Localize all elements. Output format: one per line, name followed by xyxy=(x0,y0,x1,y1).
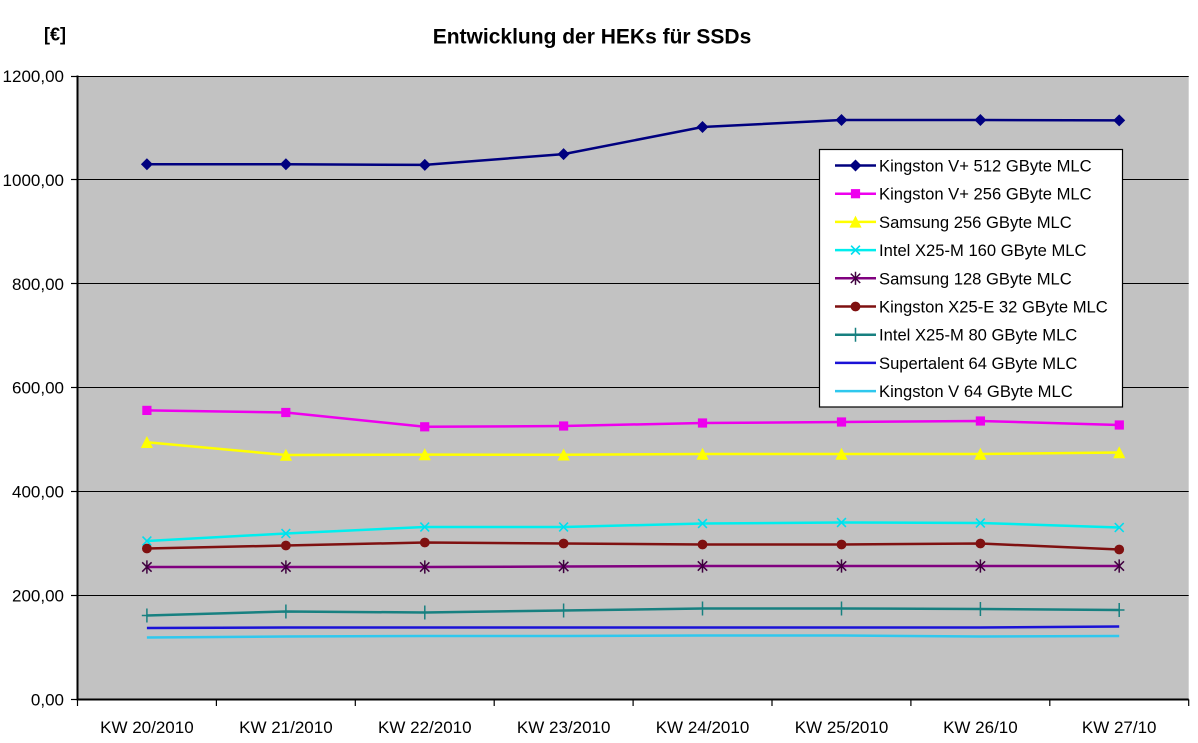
svg-text:1200,00: 1200,00 xyxy=(3,67,64,86)
svg-text:Samsung 256 GByte MLC: Samsung 256 GByte MLC xyxy=(879,213,1072,232)
svg-text:[€]: [€] xyxy=(44,25,66,45)
svg-text:Kingston V+ 256 GByte MLC: Kingston V+ 256 GByte MLC xyxy=(879,185,1092,204)
svg-text:1000,00: 1000,00 xyxy=(3,171,64,190)
svg-text:Kingston X25-E 32 GByte MLC: Kingston X25-E 32 GByte MLC xyxy=(879,298,1108,317)
svg-text:Kingston V+ 512 GByte MLC: Kingston V+ 512 GByte MLC xyxy=(879,157,1092,176)
svg-text:Samsung 128 GByte MLC: Samsung 128 GByte MLC xyxy=(879,269,1072,288)
svg-text:400,00: 400,00 xyxy=(12,483,64,502)
svg-text:KW 22/2010: KW 22/2010 xyxy=(378,718,472,737)
svg-text:KW 27/10: KW 27/10 xyxy=(1082,718,1157,737)
svg-text:KW 20/2010: KW 20/2010 xyxy=(100,718,194,737)
svg-text:KW 25/2010: KW 25/2010 xyxy=(795,718,889,737)
svg-text:Supertalent 64 GByte MLC: Supertalent 64 GByte MLC xyxy=(879,354,1077,373)
svg-text:600,00: 600,00 xyxy=(12,379,64,398)
svg-text:KW 26/10: KW 26/10 xyxy=(943,718,1018,737)
svg-text:KW 21/2010: KW 21/2010 xyxy=(239,718,333,737)
svg-text:0,00: 0,00 xyxy=(31,690,64,709)
svg-text:Kingston V 64 GByte MLC: Kingston V 64 GByte MLC xyxy=(879,382,1073,401)
svg-text:KW 23/2010: KW 23/2010 xyxy=(517,718,611,737)
svg-text:800,00: 800,00 xyxy=(12,275,64,294)
svg-text:200,00: 200,00 xyxy=(12,587,64,606)
svg-text:KW 24/2010: KW 24/2010 xyxy=(656,718,750,737)
svg-text:Intel X25-M 160 GByte MLC: Intel X25-M 160 GByte MLC xyxy=(879,241,1087,260)
svg-text:Intel X25-M 80 GByte MLC: Intel X25-M 80 GByte MLC xyxy=(879,326,1077,345)
svg-text:Entwicklung der HEKs für SSDs: Entwicklung der HEKs für SSDs xyxy=(433,26,752,49)
